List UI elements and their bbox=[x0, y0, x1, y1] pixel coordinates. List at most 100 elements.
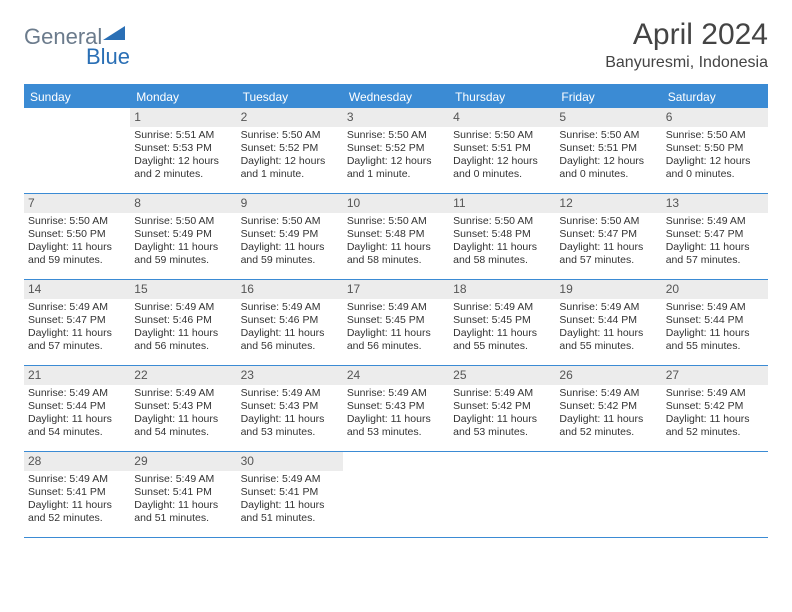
sunrise-line: Sunrise: 5:49 AM bbox=[134, 301, 232, 314]
sunrise-line: Sunrise: 5:49 AM bbox=[453, 387, 551, 400]
calendar-cell: 15Sunrise: 5:49 AMSunset: 5:46 PMDayligh… bbox=[130, 280, 236, 366]
calendar-cell-empty bbox=[24, 108, 130, 194]
calendar-cell: 9Sunrise: 5:50 AMSunset: 5:49 PMDaylight… bbox=[237, 194, 343, 280]
sunset-line: Sunset: 5:47 PM bbox=[666, 228, 764, 241]
sunset-line: Sunset: 5:52 PM bbox=[347, 142, 445, 155]
sunrise-line: Sunrise: 5:49 AM bbox=[134, 387, 232, 400]
sunset-line: Sunset: 5:41 PM bbox=[241, 486, 339, 499]
day-number: 14 bbox=[24, 280, 130, 299]
day-number: 27 bbox=[662, 366, 768, 385]
daylight-line: Daylight: 11 hours and 59 minutes. bbox=[241, 241, 339, 267]
calendar-cell: 30Sunrise: 5:49 AMSunset: 5:41 PMDayligh… bbox=[237, 452, 343, 538]
day-header: Tuesday bbox=[237, 86, 343, 108]
sunrise-line: Sunrise: 5:50 AM bbox=[559, 215, 657, 228]
day-number: 17 bbox=[343, 280, 449, 299]
day-details: Sunrise: 5:50 AMSunset: 5:49 PMDaylight:… bbox=[130, 213, 236, 272]
day-details: Sunrise: 5:49 AMSunset: 5:44 PMDaylight:… bbox=[662, 299, 768, 358]
calendar-cell: 16Sunrise: 5:49 AMSunset: 5:46 PMDayligh… bbox=[237, 280, 343, 366]
daylight-line: Daylight: 11 hours and 53 minutes. bbox=[347, 413, 445, 439]
day-details: Sunrise: 5:50 AMSunset: 5:52 PMDaylight:… bbox=[343, 127, 449, 186]
day-number: 7 bbox=[24, 194, 130, 213]
day-details: Sunrise: 5:49 AMSunset: 5:43 PMDaylight:… bbox=[237, 385, 343, 444]
sunset-line: Sunset: 5:42 PM bbox=[453, 400, 551, 413]
calendar-cell-empty bbox=[343, 452, 449, 538]
sunrise-line: Sunrise: 5:50 AM bbox=[347, 215, 445, 228]
calendar-cell: 19Sunrise: 5:49 AMSunset: 5:44 PMDayligh… bbox=[555, 280, 661, 366]
day-details: Sunrise: 5:51 AMSunset: 5:53 PMDaylight:… bbox=[130, 127, 236, 186]
day-header: Sunday bbox=[24, 86, 130, 108]
sunrise-line: Sunrise: 5:49 AM bbox=[666, 301, 764, 314]
page-title: April 2024 bbox=[605, 18, 768, 52]
daylight-line: Daylight: 11 hours and 52 minutes. bbox=[28, 499, 126, 525]
sunrise-line: Sunrise: 5:49 AM bbox=[28, 301, 126, 314]
calendar-cell: 14Sunrise: 5:49 AMSunset: 5:47 PMDayligh… bbox=[24, 280, 130, 366]
calendar-cell: 29Sunrise: 5:49 AMSunset: 5:41 PMDayligh… bbox=[130, 452, 236, 538]
sunset-line: Sunset: 5:53 PM bbox=[134, 142, 232, 155]
daylight-line: Daylight: 11 hours and 58 minutes. bbox=[347, 241, 445, 267]
sunrise-line: Sunrise: 5:49 AM bbox=[134, 473, 232, 486]
sunset-line: Sunset: 5:51 PM bbox=[559, 142, 657, 155]
day-number: 2 bbox=[237, 108, 343, 127]
title-block: April 2024 Banyuresmi, Indonesia bbox=[605, 18, 768, 72]
calendar-cell: 8Sunrise: 5:50 AMSunset: 5:49 PMDaylight… bbox=[130, 194, 236, 280]
day-details: Sunrise: 5:50 AMSunset: 5:49 PMDaylight:… bbox=[237, 213, 343, 272]
daylight-line: Daylight: 11 hours and 51 minutes. bbox=[134, 499, 232, 525]
sunrise-line: Sunrise: 5:50 AM bbox=[134, 215, 232, 228]
sunrise-line: Sunrise: 5:49 AM bbox=[241, 387, 339, 400]
day-details: Sunrise: 5:50 AMSunset: 5:48 PMDaylight:… bbox=[343, 213, 449, 272]
sunset-line: Sunset: 5:47 PM bbox=[559, 228, 657, 241]
day-details: Sunrise: 5:49 AMSunset: 5:41 PMDaylight:… bbox=[237, 471, 343, 530]
day-header: Thursday bbox=[449, 86, 555, 108]
sunrise-line: Sunrise: 5:49 AM bbox=[559, 301, 657, 314]
day-number: 5 bbox=[555, 108, 661, 127]
day-number: 23 bbox=[237, 366, 343, 385]
calendar-cell: 3Sunrise: 5:50 AMSunset: 5:52 PMDaylight… bbox=[343, 108, 449, 194]
daylight-line: Daylight: 11 hours and 56 minutes. bbox=[241, 327, 339, 353]
daylight-line: Daylight: 11 hours and 55 minutes. bbox=[666, 327, 764, 353]
day-details: Sunrise: 5:50 AMSunset: 5:47 PMDaylight:… bbox=[555, 213, 661, 272]
daylight-line: Daylight: 11 hours and 51 minutes. bbox=[241, 499, 339, 525]
sunrise-line: Sunrise: 5:49 AM bbox=[453, 301, 551, 314]
calendar-cell: 20Sunrise: 5:49 AMSunset: 5:44 PMDayligh… bbox=[662, 280, 768, 366]
sunset-line: Sunset: 5:50 PM bbox=[28, 228, 126, 241]
calendar-cell: 10Sunrise: 5:50 AMSunset: 5:48 PMDayligh… bbox=[343, 194, 449, 280]
calendar-cell: 7Sunrise: 5:50 AMSunset: 5:50 PMDaylight… bbox=[24, 194, 130, 280]
day-details: Sunrise: 5:49 AMSunset: 5:47 PMDaylight:… bbox=[24, 299, 130, 358]
sunrise-line: Sunrise: 5:50 AM bbox=[347, 129, 445, 142]
daylight-line: Daylight: 11 hours and 57 minutes. bbox=[28, 327, 126, 353]
sunrise-line: Sunrise: 5:50 AM bbox=[453, 129, 551, 142]
day-number: 20 bbox=[662, 280, 768, 299]
sunset-line: Sunset: 5:45 PM bbox=[453, 314, 551, 327]
day-details: Sunrise: 5:49 AMSunset: 5:46 PMDaylight:… bbox=[130, 299, 236, 358]
day-number: 19 bbox=[555, 280, 661, 299]
sunset-line: Sunset: 5:47 PM bbox=[28, 314, 126, 327]
day-number: 21 bbox=[24, 366, 130, 385]
sunset-line: Sunset: 5:49 PM bbox=[134, 228, 232, 241]
sunset-line: Sunset: 5:44 PM bbox=[559, 314, 657, 327]
sunrise-line: Sunrise: 5:49 AM bbox=[559, 387, 657, 400]
sunrise-line: Sunrise: 5:49 AM bbox=[241, 473, 339, 486]
calendar-cell: 2Sunrise: 5:50 AMSunset: 5:52 PMDaylight… bbox=[237, 108, 343, 194]
calendar-cell: 6Sunrise: 5:50 AMSunset: 5:50 PMDaylight… bbox=[662, 108, 768, 194]
day-number: 8 bbox=[130, 194, 236, 213]
day-number: 22 bbox=[130, 366, 236, 385]
sunrise-line: Sunrise: 5:50 AM bbox=[453, 215, 551, 228]
daylight-line: Daylight: 11 hours and 54 minutes. bbox=[134, 413, 232, 439]
sunset-line: Sunset: 5:48 PM bbox=[347, 228, 445, 241]
daylight-line: Daylight: 12 hours and 2 minutes. bbox=[134, 155, 232, 181]
sunrise-line: Sunrise: 5:50 AM bbox=[241, 215, 339, 228]
sunrise-line: Sunrise: 5:49 AM bbox=[347, 301, 445, 314]
calendar-cell: 21Sunrise: 5:49 AMSunset: 5:44 PMDayligh… bbox=[24, 366, 130, 452]
day-details: Sunrise: 5:49 AMSunset: 5:42 PMDaylight:… bbox=[449, 385, 555, 444]
day-details: Sunrise: 5:49 AMSunset: 5:41 PMDaylight:… bbox=[130, 471, 236, 530]
day-number: 6 bbox=[662, 108, 768, 127]
day-details: Sunrise: 5:49 AMSunset: 5:41 PMDaylight:… bbox=[24, 471, 130, 530]
sunset-line: Sunset: 5:43 PM bbox=[241, 400, 339, 413]
daylight-line: Daylight: 11 hours and 52 minutes. bbox=[559, 413, 657, 439]
calendar-cell-empty bbox=[555, 452, 661, 538]
day-details: Sunrise: 5:50 AMSunset: 5:52 PMDaylight:… bbox=[237, 127, 343, 186]
logo-text-blue: Blue bbox=[86, 44, 130, 70]
day-details: Sunrise: 5:49 AMSunset: 5:42 PMDaylight:… bbox=[555, 385, 661, 444]
day-details: Sunrise: 5:49 AMSunset: 5:47 PMDaylight:… bbox=[662, 213, 768, 272]
daylight-line: Daylight: 12 hours and 1 minute. bbox=[241, 155, 339, 181]
